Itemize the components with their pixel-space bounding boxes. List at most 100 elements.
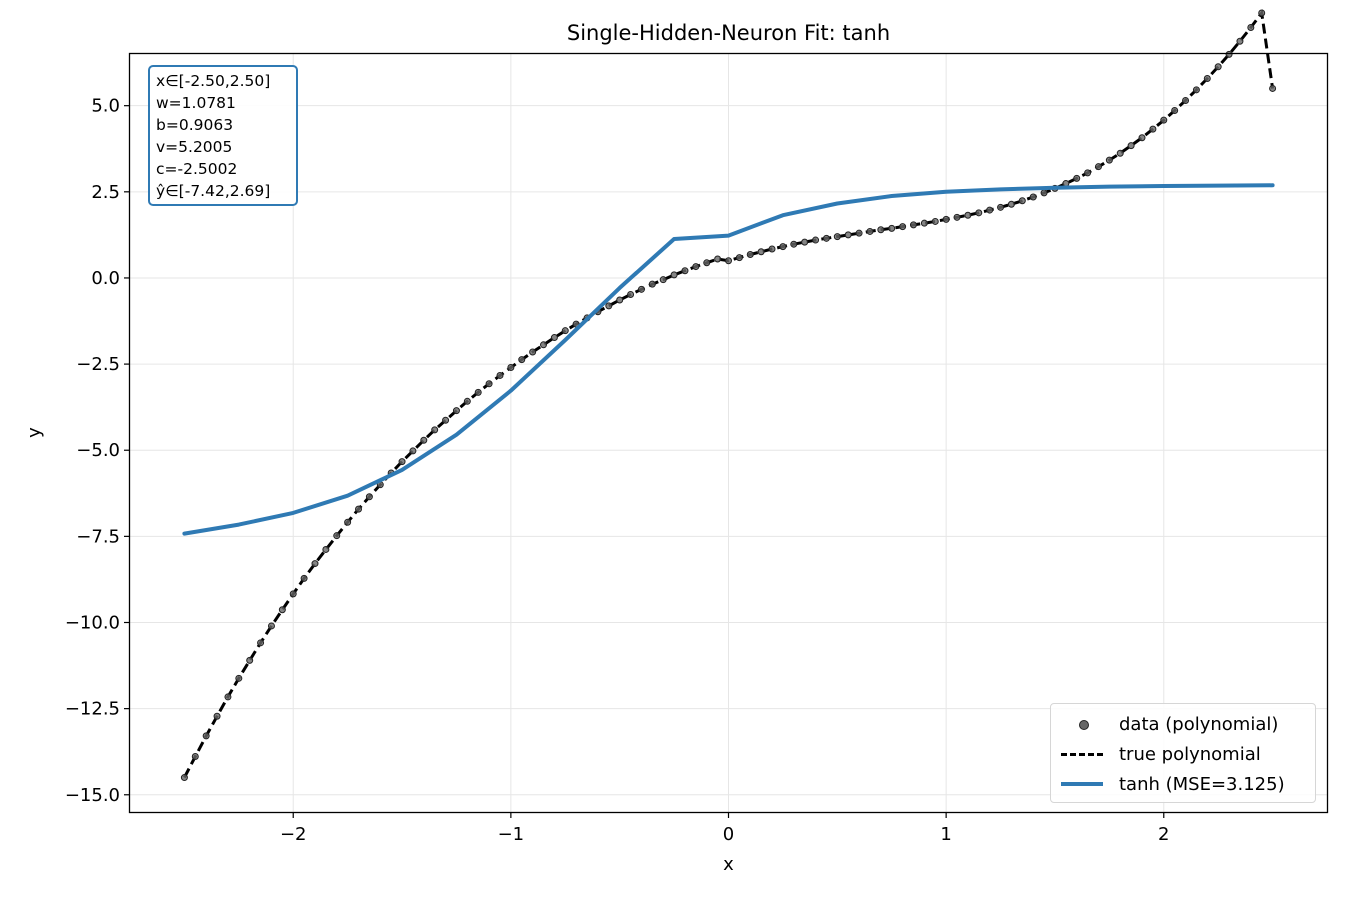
legend-label: tanh (MSE=3.125) <box>1119 773 1285 795</box>
data-point <box>550 334 558 342</box>
data-point <box>1171 107 1179 115</box>
data-point <box>909 221 917 229</box>
data-point <box>180 774 188 782</box>
data-point <box>344 518 352 526</box>
data-point <box>540 341 548 349</box>
data-point <box>213 712 221 720</box>
annotation-line: w=1.0781 <box>156 94 236 112</box>
data-point <box>1225 50 1233 58</box>
data-point <box>235 674 243 682</box>
data-point <box>757 248 765 256</box>
data-point <box>191 753 199 761</box>
data-point <box>920 219 928 227</box>
chart-title: Single-Hidden-Neuron Fit: tanh <box>567 21 890 45</box>
annotation-line: v=5.2005 <box>156 138 233 156</box>
data-point <box>452 407 460 415</box>
data-point <box>605 302 613 310</box>
data-point <box>1094 163 1102 171</box>
x-axis-label: x <box>723 854 734 875</box>
data-point <box>420 436 428 444</box>
solid-line-icon <box>1057 771 1107 797</box>
x-tick-label: 0 <box>723 824 734 845</box>
data-point <box>496 371 504 379</box>
data-point <box>735 254 743 262</box>
data-point <box>409 447 417 455</box>
data-point <box>659 276 667 284</box>
data-point <box>507 364 515 372</box>
data-point <box>812 236 820 244</box>
data-point <box>822 234 830 242</box>
data-point <box>986 206 994 214</box>
data-point <box>355 505 363 513</box>
data-point <box>246 656 254 664</box>
data-point <box>844 231 852 239</box>
annotation-line: c=-2.5002 <box>156 160 238 178</box>
y-tick-label: 2.5 <box>91 182 120 203</box>
data-point <box>442 416 450 424</box>
data-point <box>1138 134 1146 142</box>
dashed-line-icon <box>1057 741 1107 767</box>
data-point <box>267 622 275 630</box>
data-point <box>1269 84 1277 92</box>
data-point <box>1018 197 1026 205</box>
data-point <box>866 227 874 235</box>
y-tick-label: −12.5 <box>65 699 120 720</box>
annotation-line: x∈[-2.50,2.50] <box>156 72 271 90</box>
data-point <box>616 296 624 304</box>
data-point <box>1247 23 1255 31</box>
data-point <box>627 290 635 298</box>
data-point <box>801 238 809 246</box>
data-point <box>899 223 907 231</box>
data-point <box>463 397 471 405</box>
legend: data (polynomial) true polynomial tanh (… <box>1050 703 1316 803</box>
y-axis: 5.0 2.5 0.0 −2.5 −5.0 −7.5 −10.0 −12.5 −15.0 <box>65 96 130 806</box>
data-point <box>300 574 308 582</box>
y-tick-label: 0.0 <box>91 268 120 289</box>
y-tick-label: −5.0 <box>76 440 120 461</box>
data-point <box>1149 125 1157 133</box>
data-point <box>1182 97 1190 105</box>
x-tick-label: −1 <box>498 824 525 845</box>
x-axis: −2 −1 0 1 2 <box>280 812 1169 845</box>
data-point <box>485 380 493 388</box>
y-tick-label: −7.5 <box>76 526 120 547</box>
data-point <box>953 213 961 221</box>
data-point <box>1214 63 1222 71</box>
data-point <box>431 426 439 434</box>
y-tick-label: −15.0 <box>65 785 120 806</box>
data-point <box>474 388 482 396</box>
data-point <box>964 211 972 219</box>
data-point <box>1105 156 1113 164</box>
data-point <box>518 356 526 364</box>
data-point <box>692 263 700 271</box>
data-point <box>637 285 645 293</box>
data-point <box>670 271 678 279</box>
grid-lines <box>130 54 1327 812</box>
data-point <box>855 229 863 237</box>
data-point <box>322 545 330 553</box>
x-tick-label: 2 <box>1158 824 1169 845</box>
data-point <box>311 560 319 568</box>
annotation-line: ŷ∈[-7.42,2.69] <box>156 182 271 200</box>
y-tick-label: −2.5 <box>76 354 120 375</box>
legend-item-data: data (polynomial) <box>1057 711 1278 737</box>
legend-label: data (polynomial) <box>1119 713 1279 735</box>
data-point <box>746 251 754 259</box>
y-tick-label: 5.0 <box>91 96 120 117</box>
parameter-annotation-box: x∈[-2.50,2.50] w=1.0781 b=0.9063 v=5.200… <box>148 65 298 206</box>
data-point <box>931 217 939 225</box>
y-tick-label: −10.0 <box>65 613 120 634</box>
data-point <box>942 215 950 223</box>
data-point <box>725 257 732 265</box>
data-point <box>1073 174 1081 182</box>
data-point <box>779 243 787 251</box>
data-point <box>1127 142 1135 150</box>
data-point <box>888 224 896 232</box>
data-point <box>877 226 885 234</box>
data-point <box>648 280 656 288</box>
data-point <box>333 532 341 540</box>
data-point <box>398 458 406 466</box>
y-axis-label: y <box>24 427 45 438</box>
plot-area <box>180 9 1277 782</box>
data-point <box>975 209 983 217</box>
